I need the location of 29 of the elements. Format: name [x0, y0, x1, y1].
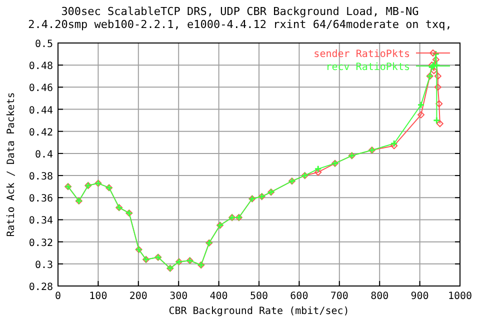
x-tick-label: 200 [129, 291, 148, 302]
y-tick-label: 0.3 [34, 260, 53, 271]
x-tick-label: 900 [410, 291, 429, 302]
y-axis-title: Ratio Ack / Data Packets [6, 92, 17, 237]
x-axis-title: CBR Background Rate (mbit/sec) [168, 306, 350, 317]
y-tick-label: 0.38 [28, 172, 53, 183]
y-tick-label: 0.48 [28, 61, 53, 72]
y-tick-label: 0.32 [28, 238, 53, 249]
y-tick-label: 0.28 [28, 282, 53, 293]
legend-label: recv RatioPkts [326, 62, 410, 73]
legend-label: sender RatioPkts [314, 49, 410, 60]
x-tick-label: 0 [54, 291, 62, 302]
y-tick-label: 0.46 [28, 83, 53, 94]
x-tick-label: 800 [370, 291, 389, 302]
x-tick-label: 400 [210, 291, 228, 302]
y-tick-label: 0.4 [34, 149, 53, 160]
x-tick-label: 500 [250, 291, 268, 302]
y-tick-label: 0.5 [34, 39, 53, 50]
chart-subtitle: 2.4.20smp web100-2.2.1, e1000-4.4.12 rxint 64/64moderate on txq, [28, 18, 452, 31]
x-tick-label: 700 [330, 291, 348, 302]
y-tick-label: 0.36 [28, 194, 53, 205]
y-tick-label: 0.34 [28, 216, 53, 227]
x-tick-label: 600 [290, 291, 308, 302]
chart-title: 300sec ScalableTCP DRS, UDP CBR Background Load, MB-NG [61, 5, 419, 18]
y-tick-label: 0.44 [28, 105, 53, 116]
x-tick-label: 300 [170, 291, 188, 302]
y-tick-label: 0.42 [28, 127, 53, 138]
x-tick-label: 1000 [448, 291, 472, 302]
x-tick-label: 100 [89, 291, 108, 302]
